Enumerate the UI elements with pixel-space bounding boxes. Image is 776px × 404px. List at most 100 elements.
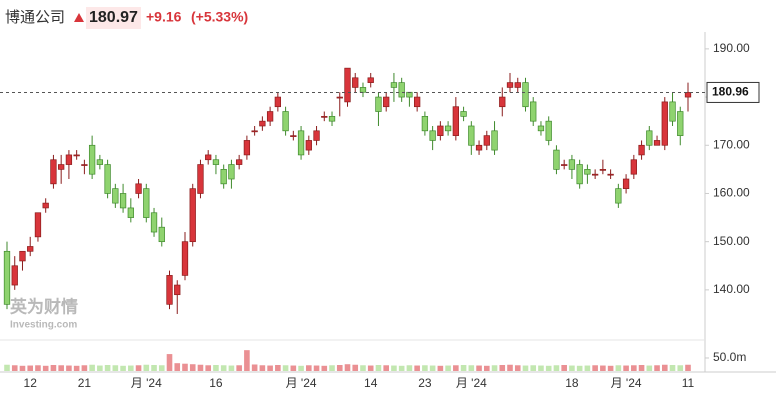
volume-bar [251,364,258,371]
volume-bar [42,365,49,371]
candle-body [398,82,405,98]
price: 180.97 [89,9,138,26]
x-tick-label: 16 [209,376,223,390]
volume-bar [205,365,212,371]
volume-bar [406,365,413,371]
candle-body [3,250,11,305]
candle-body [390,82,398,88]
volume-bar [236,365,242,371]
y-tick-label: 170.00 [713,137,750,151]
volume-bar [584,365,591,371]
candle-body [290,135,297,137]
candle-body [220,169,227,185]
volume-bar [189,364,196,371]
volume-bar [352,364,359,371]
candle-body [475,144,483,151]
volume-bar [197,364,204,371]
watermark-cn: 英为财情 [10,296,78,316]
candle-body [251,130,258,133]
volume-bar [654,365,660,371]
x-tick-label: 12 [24,376,38,390]
volume-bar [615,365,622,371]
volume-bar [538,365,544,371]
change: +9.16 [146,9,182,25]
x-tick-label: 月 '24 [456,376,487,390]
volume-bar [522,365,529,371]
candle-body [367,77,374,83]
candle-body [212,159,220,165]
candle-body [50,159,57,185]
volume-bar [4,364,10,371]
volume-bar [267,365,273,371]
candle-body [297,130,305,156]
volume-bar [669,365,676,371]
volume-bar [120,365,126,371]
volume-bar [135,365,142,371]
candle-body [104,164,111,194]
candle-body [514,82,521,88]
candle-body [537,125,545,132]
volume-bar [507,364,513,371]
volume-bar [151,365,157,371]
volume-bar [429,365,436,371]
candle-body [58,164,65,170]
candle-body [630,159,637,175]
candle-body [638,144,645,156]
candle-body [34,212,42,238]
volume-bar [158,365,165,371]
candle-body [646,130,653,146]
x-tick-label: 23 [418,376,432,390]
candle-body [127,207,134,218]
volume-bar [569,365,575,371]
volume-bar [97,365,103,371]
y-tick-label: 190.00 [713,41,750,55]
volume-bar [398,365,405,371]
candle-body [677,111,684,136]
volume-bar [623,365,629,371]
volume-bar [220,365,227,371]
volume-bar [174,363,181,371]
volume-bar [329,365,335,371]
volume-bar [313,365,320,371]
y-tick-label: 140.00 [713,282,750,296]
candle-body [166,275,173,305]
candle-body [622,178,630,190]
candle-body [444,125,452,132]
volume-bar [50,365,57,371]
candle-body [344,67,351,103]
volume-bar [166,354,173,371]
candle-body [359,87,367,93]
y-tick-label: 160.00 [713,186,750,200]
candle-body [328,116,336,122]
x-tick-label: 月 '24 [611,376,642,390]
candle-body [305,140,312,151]
watermark-en: Investing.com [10,320,77,331]
volume-bar [553,365,560,371]
volume-bar [35,365,41,371]
volume-bar [259,365,266,371]
volume-bar [244,350,250,371]
candle-body [189,188,196,243]
candle-body [150,212,158,233]
candle-body [383,96,390,108]
candle-body [499,96,506,108]
candle-body [27,246,34,252]
volume-bar [112,365,119,371]
volume-bar [677,365,684,371]
volume-bar [453,365,459,371]
volume-bar [685,364,691,371]
candle-body [143,188,150,218]
candle-body [491,130,498,151]
volume-bar [143,364,150,371]
candle-body [96,159,104,165]
candle-body [181,241,189,276]
change-pct: (+5.33%) [191,9,248,25]
volume-bar [58,365,64,371]
volume-bar [344,364,351,371]
volume-bar [336,365,343,371]
candle-body [158,226,165,243]
x-tick-label: 21 [78,376,92,390]
candle-body [615,188,622,204]
candle-body [352,77,359,88]
volume-bar [638,365,645,371]
